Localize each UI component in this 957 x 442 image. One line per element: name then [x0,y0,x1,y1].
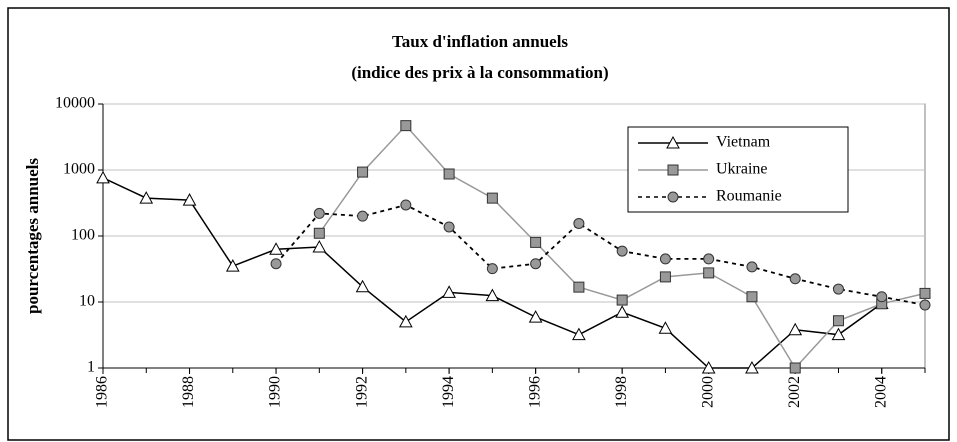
data-point [355,279,370,293]
data-point [832,315,844,327]
data-point [919,287,931,299]
data-point [486,192,498,204]
y-tick-label: 1000 [63,161,95,178]
data-point [659,271,671,283]
legend-symbol [667,191,679,203]
data-point [659,253,671,265]
data-point [400,120,412,132]
data-point [615,305,630,318]
data-point [919,299,931,311]
y-tick-label: 100 [71,227,95,244]
data-point [745,360,759,374]
y-tick-label: 1 [87,359,95,376]
data-point [530,258,542,270]
data-point [832,283,844,295]
chart-subtitle: (indice des prix à la consommation) [351,63,608,82]
x-tick-label: 1996 [526,376,543,408]
legend-marker [667,191,679,203]
data-point [357,166,369,178]
data-point [139,191,154,204]
data-point [486,263,498,275]
data-point [701,360,716,374]
x-tick-label: 1994 [440,376,457,408]
x-tick-label: 2004 [872,376,889,408]
data-point [788,322,803,336]
data-point [746,261,758,273]
x-tick-label: 1986 [94,376,111,408]
data-point [876,291,888,303]
data-point [182,193,197,206]
legend-marker [667,164,679,176]
data-point [831,327,846,341]
legend-label: Vietnam [716,134,771,151]
legend-label: Roumanie [716,188,782,205]
data-point [270,258,282,270]
data-point [442,285,456,298]
x-tick-label: 1988 [180,376,197,408]
x-tick-label: 1998 [613,376,630,408]
data-point [616,294,628,306]
data-point [313,227,325,239]
x-tick-label: 2000 [699,376,716,408]
data-point [572,327,586,341]
data-point [573,281,585,293]
data-point [225,259,240,272]
y-tick-label: 10000 [55,95,95,112]
data-point [703,267,715,279]
data-point [485,288,500,302]
data-point [443,168,455,180]
data-point [313,207,325,219]
data-point [573,217,585,229]
legend-symbol [666,135,680,149]
data-point [658,321,673,334]
y-axis-label: pourcentages annuels [23,158,42,314]
chart-title: Taux d'inflation annuels [392,32,568,51]
data-point [789,362,801,374]
y-tick-label: 10 [79,293,95,310]
data-point [443,221,455,233]
data-point [703,253,715,265]
data-point [96,170,110,184]
data-point [269,242,283,255]
x-tick-label: 1992 [353,376,370,408]
legend-label: Ukraine [716,161,768,178]
data-point [357,210,369,222]
data-point [400,199,412,211]
data-point [528,310,543,323]
legend-symbol [667,164,679,176]
data-point [616,245,628,257]
data-point [789,273,801,285]
x-tick-label: 1990 [267,376,284,408]
data-point [398,314,413,328]
legend: Vietnam Ukraine Roumanie [627,126,849,213]
x-tick-label: 2002 [786,376,803,408]
data-point [530,236,542,248]
data-point [312,240,327,253]
data-point [746,291,758,303]
legend-marker [666,135,680,149]
